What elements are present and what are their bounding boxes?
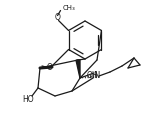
- Text: N: N: [93, 71, 99, 81]
- Text: OH: OH: [87, 71, 99, 80]
- Polygon shape: [76, 60, 80, 78]
- Text: CH₃: CH₃: [62, 5, 75, 10]
- Text: O: O: [47, 64, 53, 72]
- Text: O: O: [55, 13, 60, 22]
- Text: HO: HO: [22, 94, 34, 103]
